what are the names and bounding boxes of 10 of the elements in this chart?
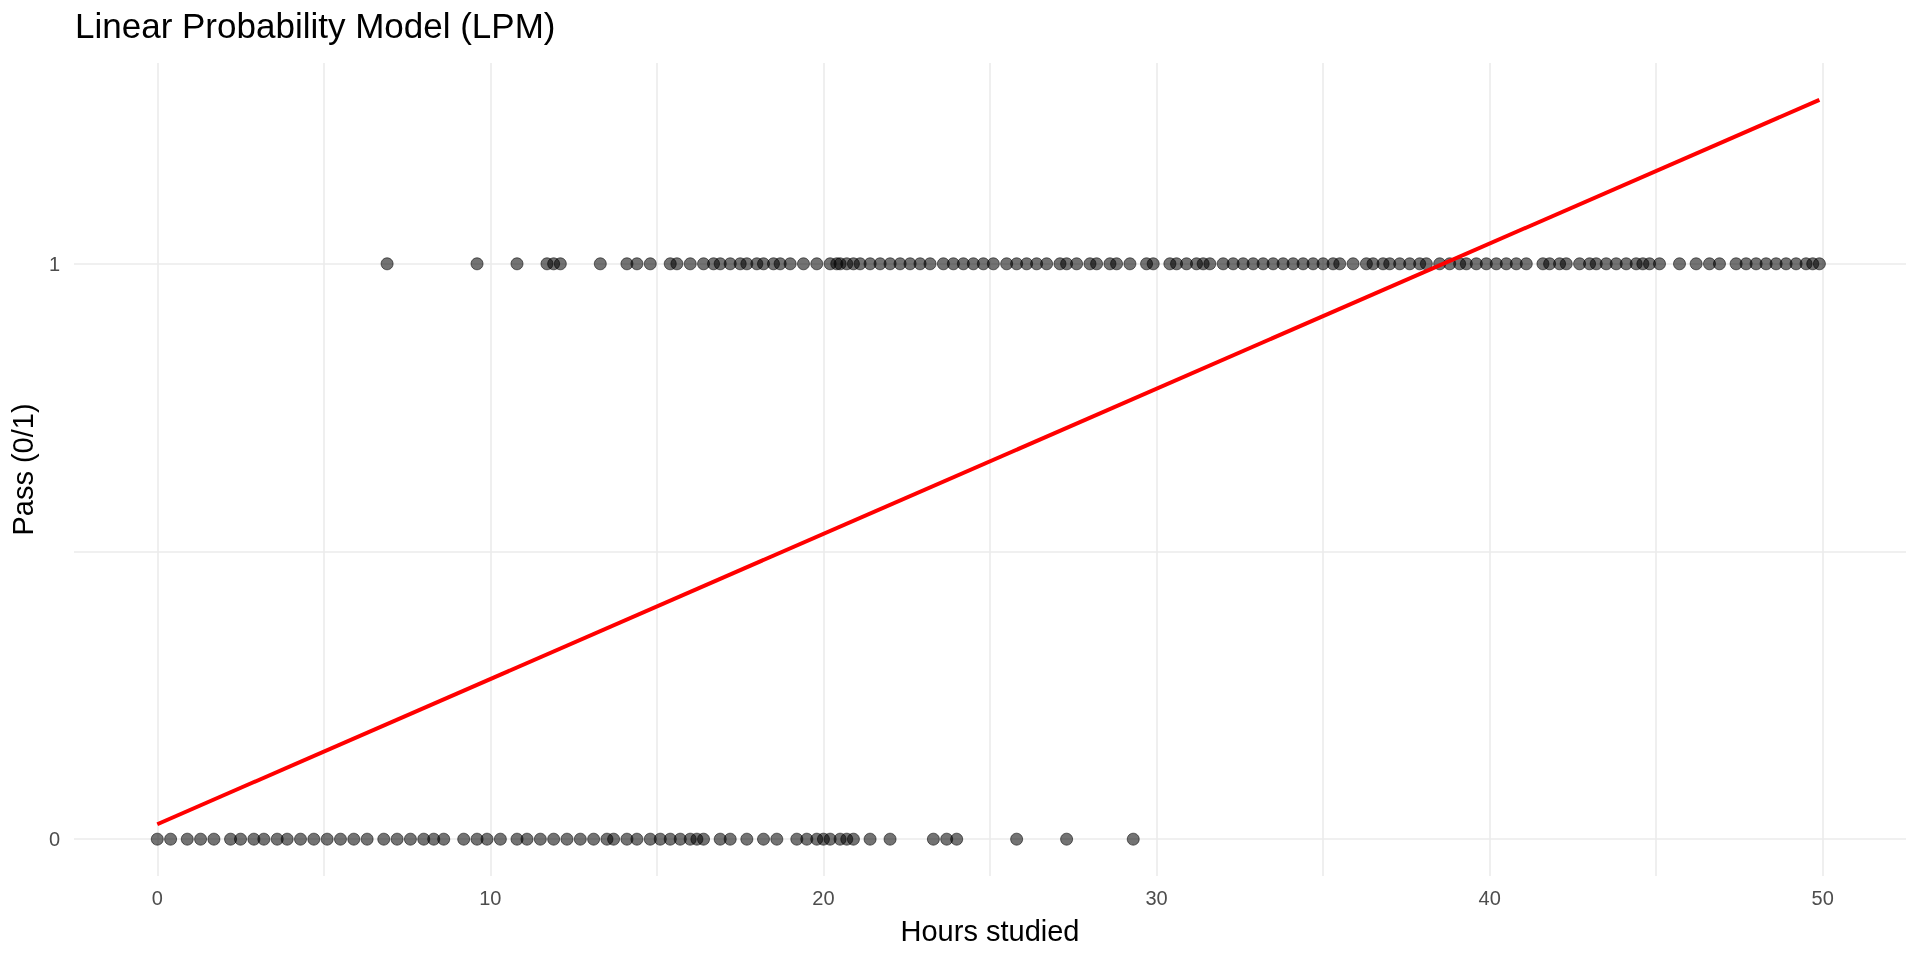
x-tick-label: 20 bbox=[812, 887, 835, 909]
y-tick-label: 1 bbox=[48, 252, 60, 275]
y-axis-title: Pass (0/1) bbox=[7, 403, 40, 536]
x-tick-label: 0 bbox=[151, 887, 163, 909]
x-tick-label: 50 bbox=[1811, 887, 1834, 909]
x-axis-title: Hours studied bbox=[900, 914, 1080, 947]
x-tick-label: 10 bbox=[479, 887, 502, 909]
x-tick-label: 40 bbox=[1478, 887, 1501, 909]
x-tick-label: 30 bbox=[1145, 887, 1168, 909]
chart-title: Linear Probability Model (LPM) bbox=[75, 6, 556, 45]
